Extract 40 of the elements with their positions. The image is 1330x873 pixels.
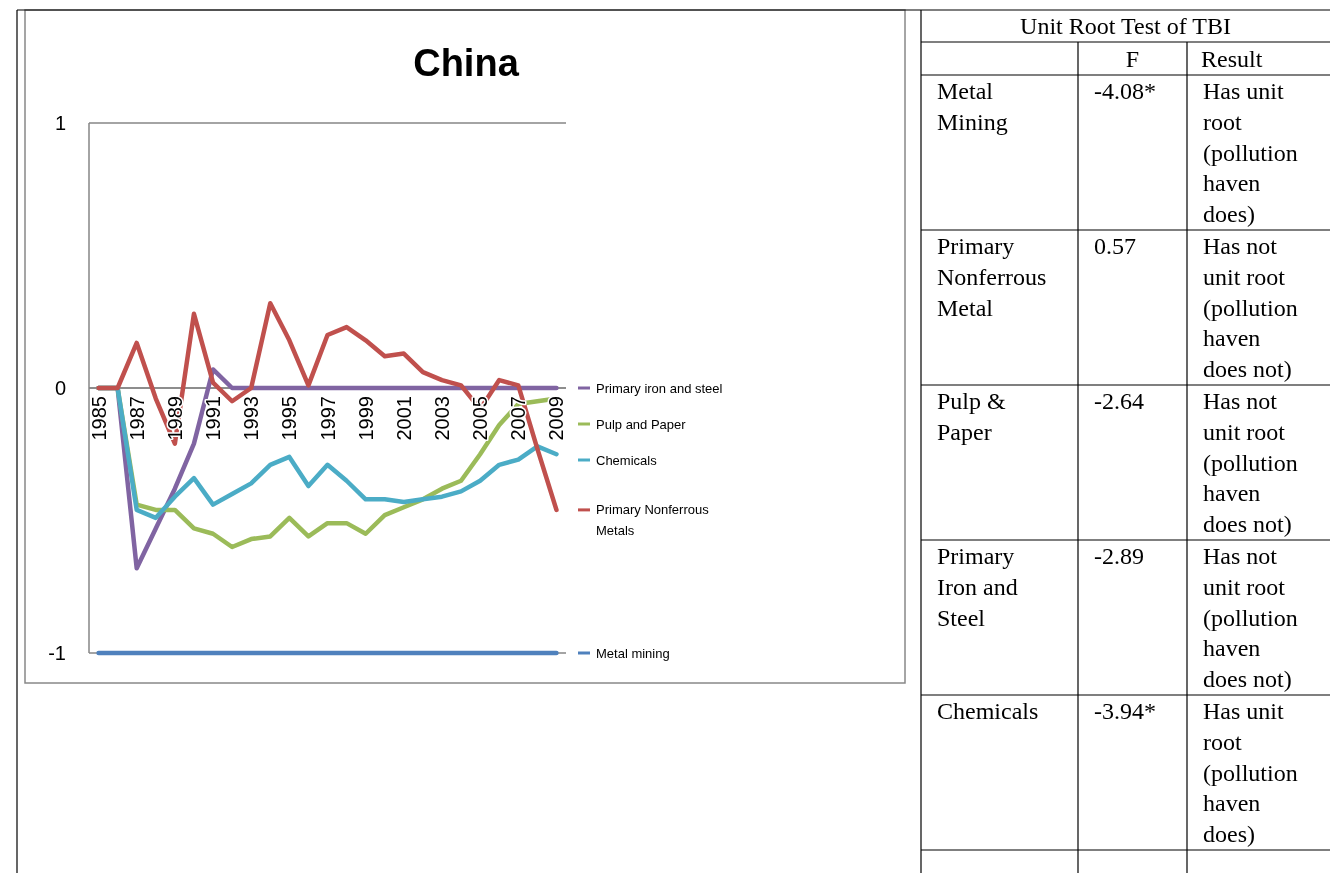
text: Has not unit root (pollution haven does not) [1203,388,1298,538]
chart-title: China [413,42,520,84]
x-tick-label: 1993 [240,396,263,441]
x-tick-label: 1985 [87,396,110,441]
x-tick-label: 2001 [392,396,415,441]
x-tick-label: 2005 [469,396,492,441]
x-tick-label: 1997 [316,396,339,441]
text: F [1125,46,1140,72]
legend-label: Pulp and Paper [596,416,687,432]
text: -2.64 [1094,388,1144,414]
text: -2.89 [1094,543,1144,569]
text: Has unit root (pollution haven does) [1203,78,1298,228]
y-tick-label: -1 [48,642,66,664]
text: 0.57 [1094,233,1136,259]
text: Result [1201,46,1263,72]
x-tick-label: 1999 [354,396,377,441]
x-tick-label: 1991 [202,396,225,441]
text: Metal Mining [937,78,1008,135]
text: Has not unit root (pollution haven does not) [1203,233,1298,383]
text: Pulp & Paper [937,388,1007,445]
x-tick-label: 2007 [507,396,530,441]
x-tick-label: 1989 [163,396,186,441]
y-tick-label: 0 [54,377,66,399]
legend-label: Metal mining [596,645,670,661]
text: Chemicals [937,698,1039,724]
legend-label: Primary iron and steel [596,380,723,396]
legend-label: Primary Nonferrous Metals [596,502,710,539]
x-tick-label: 1987 [125,396,148,441]
text: Has not unit root (pollution haven does not) [1203,543,1298,693]
text: Primary Nonferrous Metal [937,233,1047,321]
legend-label: Chemicals [596,452,658,468]
text: Primary Iron and Steel [937,543,1018,631]
text: Unit Root Test of TBI [1020,13,1231,39]
text: -4.08* [1094,78,1156,104]
x-tick-label: 1995 [278,396,301,441]
text: -3.94* [1094,698,1156,724]
x-tick-label: 2009 [545,396,568,441]
text: Has unit root (pollution haven does) [1203,698,1298,848]
y-tick-label: 1 [54,112,66,134]
x-tick-label: 2003 [430,396,453,441]
